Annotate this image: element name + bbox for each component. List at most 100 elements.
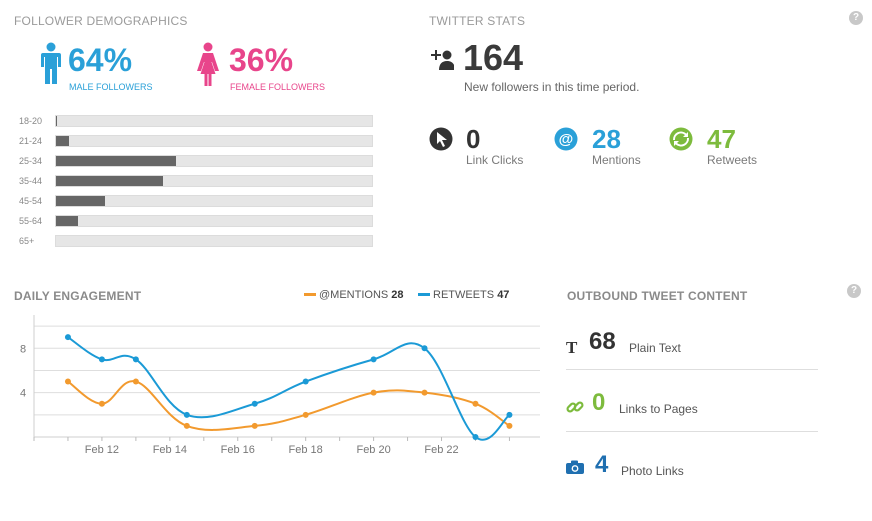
legend-retweets[interactable]: RETWEETS 47 [418,289,509,301]
divider [566,431,818,432]
links-to-pages-label: Links to Pages [619,402,698,416]
outbound-title: OUTBOUND TWEET CONTENT [567,289,748,303]
age-bar-track [55,115,373,127]
camera-icon [566,460,584,474]
female-label: FEMALE FOLLOWERS [230,82,326,92]
engagement-title: DAILY ENGAGEMENT [14,289,142,303]
retweets-point [132,356,139,363]
help-icon[interactable]: ? [849,11,863,25]
female-icon [197,42,219,86]
retweets-point [472,434,479,440]
mentions-point [251,422,258,429]
age-row: 35-44 [19,175,379,187]
age-bar-fill [56,216,78,226]
retweets-point [370,356,377,363]
age-label: 25-34 [19,156,43,166]
x-tick-label: Feb 20 [356,444,390,456]
legend-retweets-swatch [418,292,430,296]
age-bar-track [55,215,373,227]
age-bar-fill [56,116,57,126]
age-label: 55-64 [19,216,43,226]
engagement-chart: 4 8 Feb 12 Feb 14 Feb 16 Feb 18 Feb 20 Feb 22 [20,315,540,456]
outbound-help-icon[interactable]: ? [847,284,861,298]
legend-retweets-total: 47 [497,289,510,301]
new-followers-label: New followers in this time period. [464,80,640,94]
retweets-point [506,411,513,418]
retweets-label: Retweets [707,153,758,167]
text-icon: T [566,338,578,357]
age-row: 55-64 [19,215,379,227]
photo-links-count: 4 [595,451,609,478]
mentions-label: Mentions [592,153,641,167]
retweets-point [64,334,71,341]
retweets-point [98,356,105,363]
age-label: 18-20 [19,116,43,126]
link-clicks-label: Link Clicks [466,153,524,167]
mentions-point [472,400,479,407]
link-icon [566,401,584,413]
age-bar-track [55,235,373,247]
age-bar-track [55,175,373,187]
retweets-point [251,400,258,407]
legend-mentions-name: @MENTIONS [319,289,389,301]
mentions-point [421,389,428,396]
retweets-point [302,378,309,385]
age-bar-fill [56,156,176,166]
x-tick-label: Feb 18 [289,444,323,456]
mentions-line [67,380,511,431]
age-label: 21-24 [19,136,43,146]
mentions-point [370,389,377,396]
plain-text-label: Plain Text [629,341,681,355]
age-label: 45-54 [19,196,43,206]
mentions-point [183,422,190,429]
male-percentage: 64% [68,42,133,78]
male-label: MALE FOLLOWERS [69,82,153,92]
x-tick-label: Feb 14 [153,444,187,456]
legend-mentions-total: 28 [391,289,404,301]
age-bar-track [55,195,373,207]
retweets-point [421,345,428,352]
x-tick-label: Feb 22 [424,444,458,456]
y-tick-label: 8 [20,343,26,355]
x-tick-label: Feb 12 [85,444,119,456]
age-label: 35-44 [19,176,43,186]
y-tick-label: 4 [20,388,26,400]
svg-text:@: @ [559,131,574,148]
age-row: 18-20 [19,115,379,127]
age-row: 25-34 [19,155,379,167]
cursor-icon [429,127,453,151]
age-bar-track [55,135,373,147]
retweets-point [183,411,190,418]
legend-retweets-name: RETWEETS [433,289,495,301]
male-icon [41,42,61,84]
mentions-count: 28 [592,124,621,154]
age-label: 65+ [19,236,35,246]
retweets-line [67,336,511,441]
twitter-stats-title: TWITTER STATS [429,14,526,28]
at-icon: @ [554,127,578,151]
plain-text-count: 68 [589,328,616,355]
age-bar-fill [56,196,105,206]
demographics-title: FOLLOWER DEMOGRAPHICS [14,14,188,28]
legend-mentions-swatch [304,292,316,296]
link-clicks-count: 0 [466,124,481,154]
x-tick-label: Feb 16 [221,444,255,456]
age-row: 21-24 [19,135,379,147]
age-bar-fill [56,176,163,186]
mentions-point [506,422,513,429]
new-followers-count: 164 [463,37,524,78]
female-percentage: 36% [229,42,294,78]
retweet-icon [669,127,693,151]
age-row: 45-54 [19,195,379,207]
divider [566,369,818,370]
age-bar-track [55,155,373,167]
mentions-point [64,378,71,385]
legend-mentions[interactable]: @MENTIONS 28 [304,289,404,301]
photo-links-label: Photo Links [621,464,684,478]
age-row: 65+ [19,235,379,247]
mentions-point [302,411,309,418]
links-to-pages-count: 0 [592,389,606,416]
age-bar-fill [56,136,69,146]
retweets-count: 47 [707,124,736,154]
mentions-point [98,400,105,407]
